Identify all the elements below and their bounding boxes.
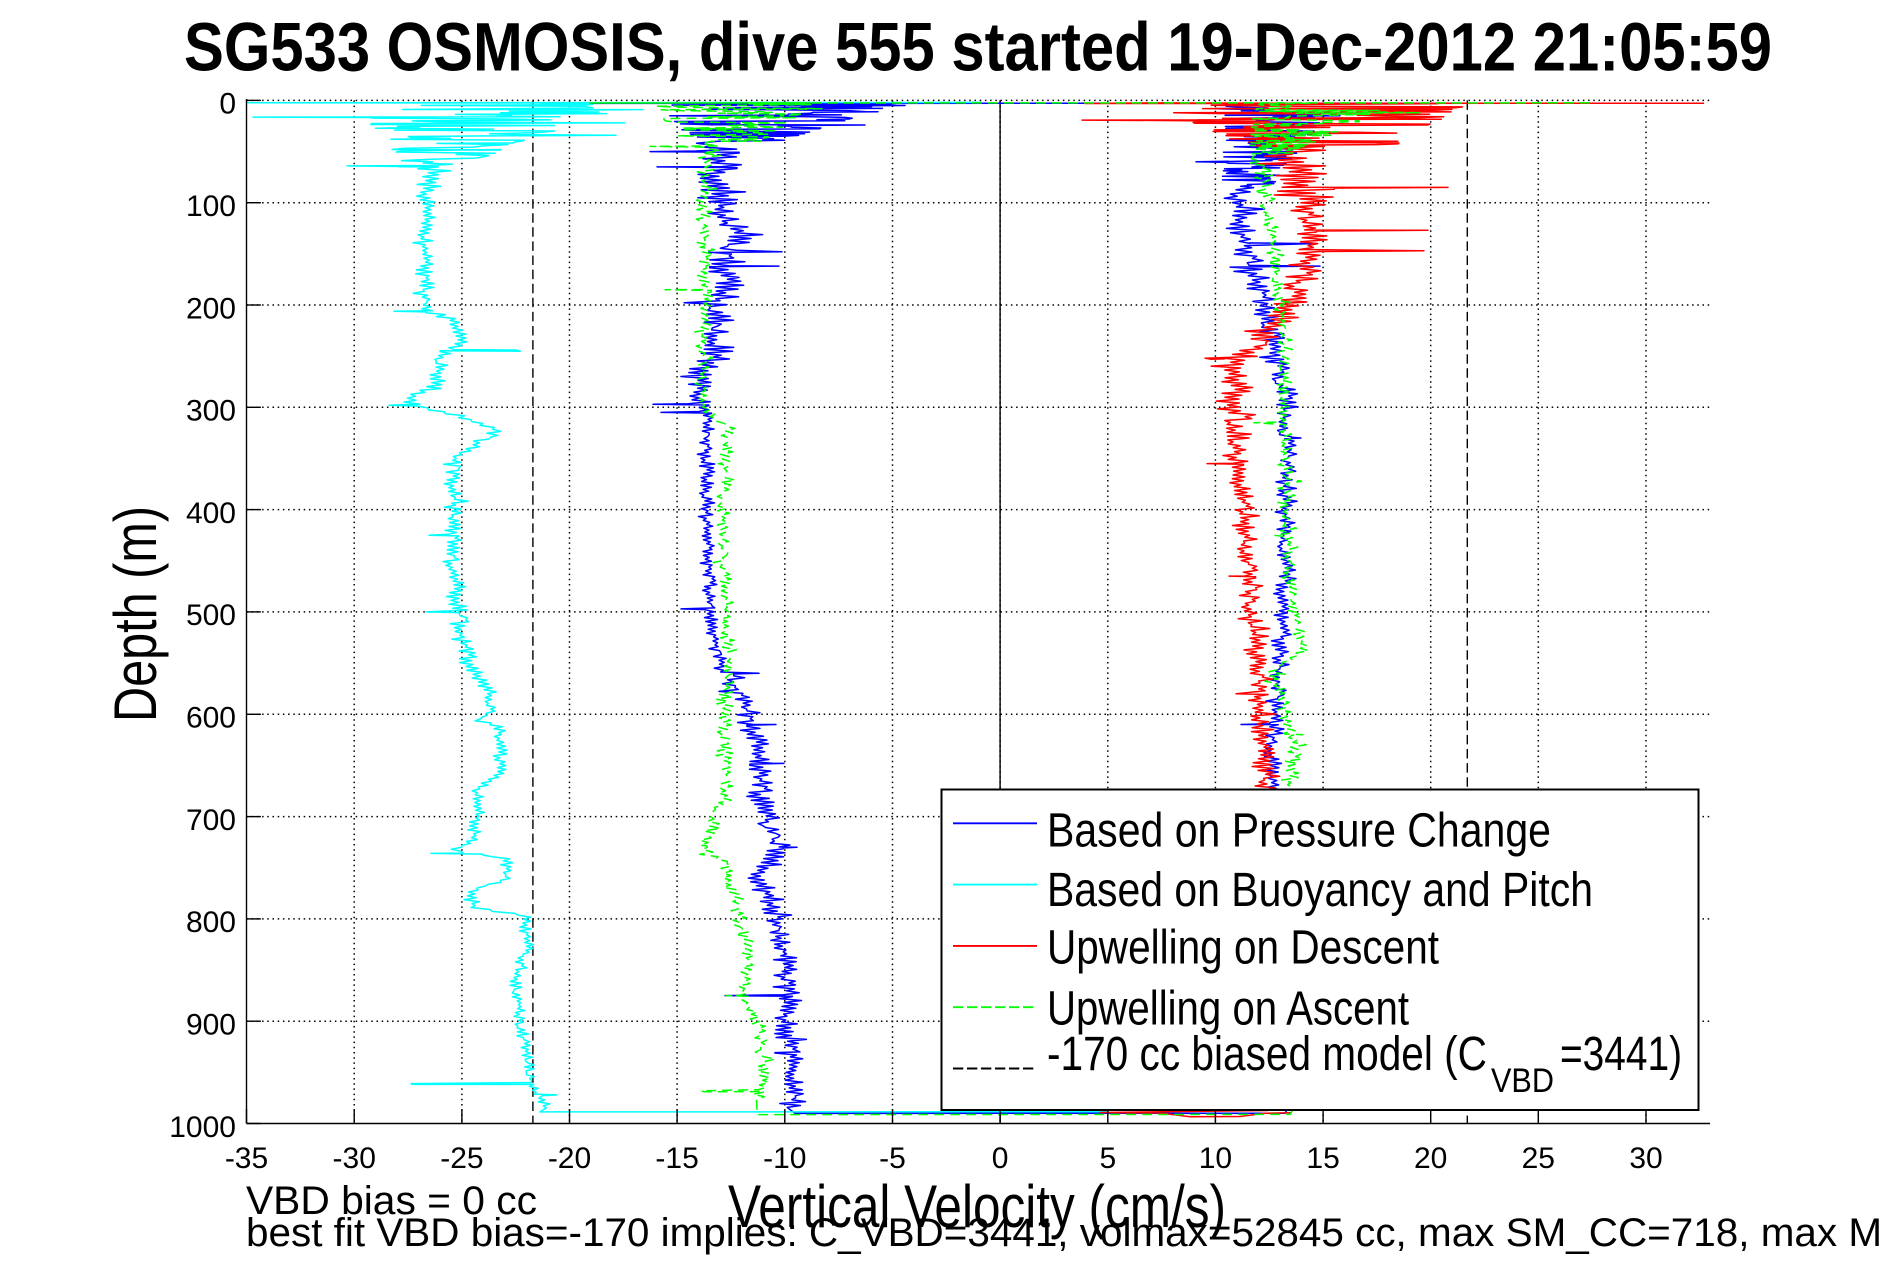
svg-text:1000: 1000 <box>169 1111 236 1144</box>
svg-text:SG533 OSMOSIS, dive 555 starte: SG533 OSMOSIS, dive 555 started 19-Dec-2… <box>184 9 1772 86</box>
svg-text:15: 15 <box>1306 1142 1339 1175</box>
svg-text:20: 20 <box>1414 1142 1447 1175</box>
svg-text:600: 600 <box>186 702 236 735</box>
svg-text:-5: -5 <box>879 1142 906 1175</box>
svg-text:5: 5 <box>1099 1142 1116 1175</box>
svg-text:500: 500 <box>186 599 236 632</box>
svg-text:800: 800 <box>186 906 236 939</box>
svg-text:Vertical Velocity (cm/s): Vertical Velocity (cm/s) <box>728 1173 1226 1240</box>
svg-text:Upwelling on Ascent: Upwelling on Ascent <box>1047 983 1409 1036</box>
svg-text:-170 cc biased model (C: -170 cc biased model (C <box>1047 1028 1487 1081</box>
svg-text:30: 30 <box>1629 1142 1662 1175</box>
svg-text:900: 900 <box>186 1009 236 1042</box>
svg-text:0: 0 <box>992 1142 1009 1175</box>
svg-text:400: 400 <box>186 497 236 530</box>
svg-text:Depth (m): Depth (m) <box>102 506 169 722</box>
svg-text:Based on Pressure Change: Based on Pressure Change <box>1047 805 1551 858</box>
svg-text:-35: -35 <box>225 1142 268 1175</box>
svg-text:-30: -30 <box>333 1142 376 1175</box>
svg-text:=3441): =3441) <box>1560 1028 1682 1081</box>
svg-text:-15: -15 <box>655 1142 698 1175</box>
svg-text:best fit VBD bias=-170 implies: best fit VBD bias=-170 implies: C_VBD=34… <box>246 1211 1882 1255</box>
svg-text:300: 300 <box>186 395 236 428</box>
svg-text:VBD: VBD <box>1491 1062 1554 1100</box>
svg-text:0: 0 <box>219 88 236 121</box>
svg-text:200: 200 <box>186 292 236 325</box>
svg-text:10: 10 <box>1199 1142 1232 1175</box>
svg-text:-20: -20 <box>548 1142 591 1175</box>
svg-text:700: 700 <box>186 804 236 837</box>
svg-text:VBD bias = 0 cc: VBD bias = 0 cc <box>246 1179 537 1223</box>
svg-text:-10: -10 <box>763 1142 806 1175</box>
svg-text:100: 100 <box>186 190 236 223</box>
svg-text:25: 25 <box>1522 1142 1555 1175</box>
svg-text:Based on Buoyancy and Pitch: Based on Buoyancy and Pitch <box>1047 864 1593 917</box>
svg-text:-25: -25 <box>440 1142 483 1175</box>
svg-text:Upwelling on Descent: Upwelling on Descent <box>1047 922 1439 975</box>
